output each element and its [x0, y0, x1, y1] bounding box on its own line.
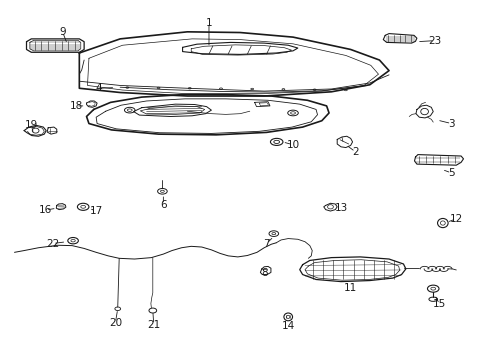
Text: 4: 4 — [95, 83, 102, 93]
Text: 11: 11 — [344, 283, 357, 293]
Text: 2: 2 — [352, 147, 359, 157]
Text: 17: 17 — [90, 206, 103, 216]
Text: 3: 3 — [448, 118, 455, 129]
Text: 23: 23 — [428, 36, 441, 46]
Text: 8: 8 — [261, 269, 268, 279]
Text: 1: 1 — [206, 18, 212, 28]
Text: 10: 10 — [287, 140, 299, 150]
Text: 18: 18 — [70, 101, 83, 111]
Text: 20: 20 — [109, 318, 122, 328]
Text: 12: 12 — [450, 214, 463, 224]
Text: 15: 15 — [433, 299, 446, 309]
Text: 5: 5 — [448, 168, 455, 178]
Text: 6: 6 — [160, 200, 167, 210]
Text: 9: 9 — [59, 27, 66, 37]
Text: 21: 21 — [147, 320, 160, 330]
Text: 13: 13 — [334, 203, 348, 213]
Text: 22: 22 — [46, 239, 60, 248]
Text: 19: 19 — [24, 120, 38, 130]
Text: 16: 16 — [39, 205, 52, 215]
Text: 14: 14 — [282, 321, 295, 332]
Text: 7: 7 — [263, 239, 270, 248]
